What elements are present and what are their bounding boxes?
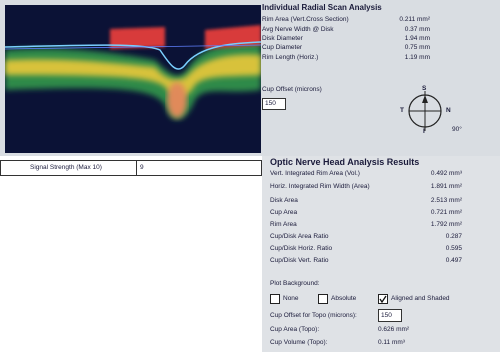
cup-offset-label: Cup Offset (microns): [262, 86, 322, 93]
radial-title: Individual Radial Scan Analysis: [262, 3, 382, 12]
topo-value: 0.11 mm³: [378, 339, 405, 346]
checkbox-label: Absolute: [331, 295, 357, 302]
checkbox[interactable]: [378, 294, 388, 304]
onh-label: Cup/Disk Vert. Ratio: [270, 257, 329, 264]
signal-box: [0, 160, 262, 176]
checkbox-label: Aligned and Shaded: [391, 295, 450, 302]
radial-label: Disk Diameter: [262, 35, 303, 42]
radial-value: 0.211 mm²: [399, 16, 430, 23]
radial-label: Cup Diameter: [262, 44, 303, 51]
topo-offset-input[interactable]: 150: [378, 309, 402, 322]
oct-scan-image: [5, 5, 261, 153]
onh-label: Cup Area: [270, 209, 298, 216]
topo-offset-label: Cup Offset for Topo (microns):: [270, 312, 357, 319]
plot-background-label: Plot Background:: [270, 280, 320, 287]
onh-label: Cup/Disk Area Ratio: [270, 233, 329, 240]
compass-angle: 90°: [452, 126, 462, 133]
radial-value: 1.94 mm: [404, 35, 430, 42]
onh-value: 2.513 mm²: [430, 197, 462, 204]
onh-value: 1.891 mm²: [430, 183, 462, 190]
compass-n: N: [446, 107, 451, 114]
topo-label: Cup Area (Topo):: [270, 326, 320, 333]
onh-value: 0.497: [445, 257, 462, 264]
signal-label: Signal Strength (Max 10): [30, 164, 102, 171]
check-mark: [379, 295, 387, 304]
checkbox[interactable]: [270, 294, 280, 304]
radial-label: Rim Area (Vert.Cross Section): [262, 16, 349, 23]
onh-value: 0.721 mm²: [430, 209, 462, 216]
cup-offset-input[interactable]: 150: [262, 98, 286, 110]
radial-label: Avg Nerve Width @ Disk: [262, 26, 334, 33]
onh-value: 0.287: [445, 233, 462, 240]
onh-label: Vert. Integrated Rim Area (Vol.): [270, 170, 360, 177]
onh-label: Horiz. Integrated Rim Width (Area): [270, 183, 370, 190]
onh-label: Disk Area: [270, 197, 298, 204]
checkbox-label: None: [283, 295, 299, 302]
topo-label: Cup Volume (Topo):: [270, 339, 328, 346]
radial-value: 1.19 mm: [404, 54, 430, 61]
compass-i: I: [423, 128, 425, 135]
compass: [408, 91, 442, 131]
radial-label: Rim Length (Horiz.): [262, 54, 319, 61]
topo-value: 0.626 mm²: [378, 326, 410, 333]
signal-value: 9: [140, 164, 144, 171]
signal-divider: [136, 160, 137, 175]
compass-t: T: [400, 107, 404, 114]
compass-s: S: [422, 85, 427, 92]
radial-value: 0.37 mm: [404, 26, 430, 33]
onh-title: Optic Nerve Head Analysis Results: [270, 157, 420, 167]
checkbox[interactable]: [318, 294, 328, 304]
onh-value: 0.595: [445, 245, 462, 252]
onh-value: 1.792 mm²: [430, 221, 462, 228]
onh-value: 0.492 mm³: [430, 170, 462, 177]
radial-value: 0.75 mm: [404, 44, 430, 51]
onh-label: Rim Area: [270, 221, 297, 228]
onh-label: Cup/Disk Horiz. Ratio: [270, 245, 333, 252]
